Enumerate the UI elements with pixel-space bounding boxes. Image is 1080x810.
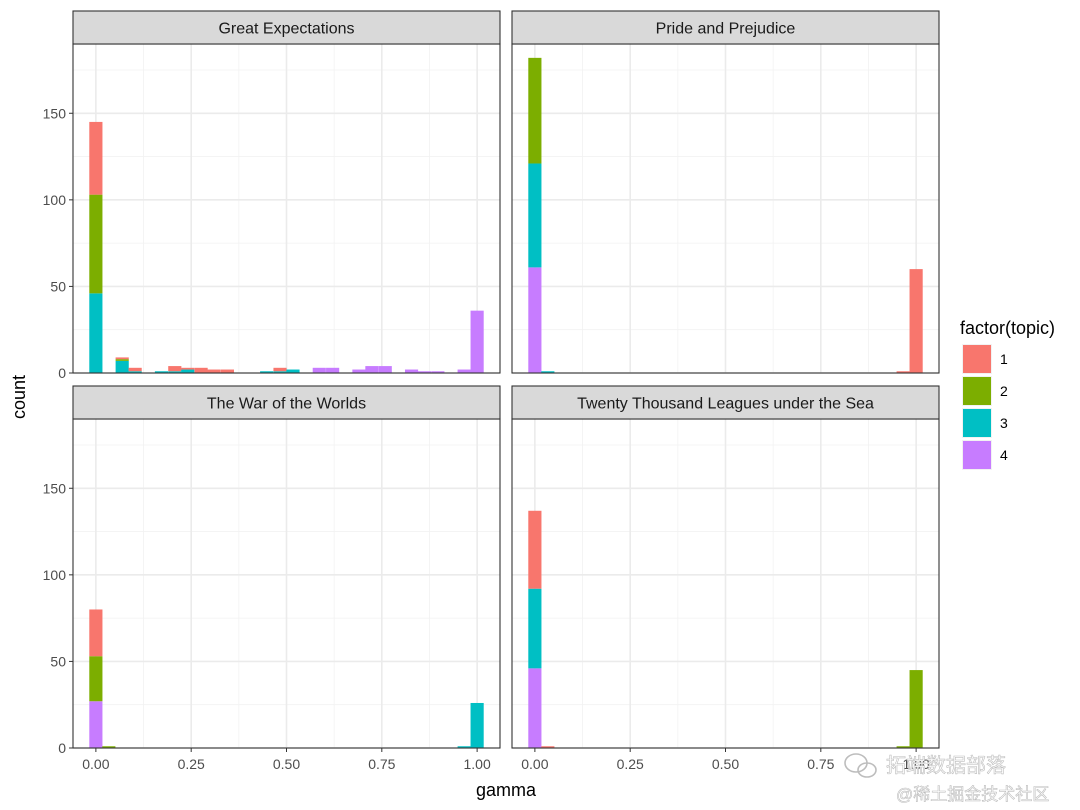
histogram-bar-topic-1 <box>909 269 923 373</box>
histogram-bar-topic-1 <box>128 367 142 372</box>
facet-panel: Twenty Thousand Leagues under the Sea 0.0… <box>511 385 940 772</box>
histogram-bar-topic-1 <box>89 609 103 657</box>
histogram-bar-topic-3 <box>154 371 169 373</box>
x-tick-label: 1.00 <box>464 756 491 772</box>
histogram-bar-topic-4 <box>404 369 419 373</box>
histogram-bar-topic-1 <box>181 367 195 370</box>
histogram-bar-topic-4 <box>457 369 471 373</box>
legend-key-topic-4 <box>963 441 991 469</box>
histogram-bar-topic-3 <box>260 371 274 373</box>
histogram-bar-topic-3 <box>541 371 555 373</box>
histogram-bar-topic-4 <box>431 371 445 373</box>
facet-panel: Pride and Prejudice <box>511 10 940 374</box>
legend-label: 1 <box>1000 351 1008 367</box>
histogram-bar-topic-4 <box>417 371 432 373</box>
histogram-bar-topic-4 <box>352 369 366 373</box>
facet-strip <box>511 385 940 420</box>
x-tick-label: 0.50 <box>273 756 300 772</box>
legend-label: 4 <box>1000 447 1008 463</box>
y-tick-label: 150 <box>43 480 67 496</box>
histogram-bar-topic-1 <box>896 371 910 373</box>
facet-title: Pride and Prejudice <box>656 21 796 38</box>
histogram-bar-topic-1 <box>528 510 542 589</box>
x-tick-label: 1.00 <box>903 756 930 772</box>
legend-key-topic-2 <box>963 377 991 405</box>
histogram-bar-topic-1 <box>207 369 221 373</box>
y-tick-label: 100 <box>43 567 67 583</box>
histogram-bar-topic-3 <box>128 371 142 373</box>
facet-title: Twenty Thousand Leagues under the Sea <box>577 396 874 413</box>
histogram-bar-topic-4 <box>528 267 542 373</box>
legend-title: factor(topic) <box>960 318 1055 338</box>
legend-label: 3 <box>1000 415 1008 431</box>
histogram-bar-topic-3 <box>457 746 471 748</box>
facet-title: The War of the Worlds <box>207 396 366 413</box>
y-tick-label: 50 <box>50 278 66 294</box>
histogram-bar-topic-3 <box>168 371 182 373</box>
y-tick-label: 0 <box>58 365 66 381</box>
histogram-bar-topic-2 <box>102 746 116 748</box>
histogram-bar-topic-3 <box>115 360 129 373</box>
watermark-line2: @稀土掘金技术社区 <box>896 785 1049 804</box>
histogram-bar-topic-4 <box>365 366 379 373</box>
wechat-icon <box>844 753 877 778</box>
legend-key-topic-1 <box>963 345 991 373</box>
watermark: 拓端数据部落 @稀土掘金技术社区 <box>844 753 1050 804</box>
histogram-bar-topic-1 <box>89 121 103 195</box>
histogram-bar-topic-4 <box>378 366 392 373</box>
facet-strip <box>72 10 501 45</box>
histogram-bar-topic-1 <box>194 367 208 373</box>
x-tick-label: 0.50 <box>712 756 739 772</box>
histogram-bar-topic-1 <box>168 366 182 372</box>
histogram-bar-topic-3 <box>528 163 542 268</box>
histogram-bar-topic-4 <box>326 367 340 373</box>
histogram-bar-topic-3 <box>470 702 484 748</box>
histogram-bar-topic-2 <box>896 746 910 748</box>
y-tick-label: 0 <box>58 740 66 756</box>
facet-strip <box>72 385 501 420</box>
histogram-bar-topic-2 <box>89 194 103 294</box>
facet-strip <box>511 10 940 45</box>
facet-panel: Great Expectations 0 50 100 150 <box>43 10 501 381</box>
x-tick-label: 0.75 <box>368 756 395 772</box>
histogram-bar-topic-3 <box>528 588 542 669</box>
y-tick-label: 50 <box>50 653 66 669</box>
shared-axes: gamma count <box>9 375 537 800</box>
x-tick-label: 0.25 <box>178 756 205 772</box>
x-tick-label: 0.00 <box>82 756 109 772</box>
y-tick-label: 150 <box>43 105 67 121</box>
x-tick-label: 0.75 <box>807 756 834 772</box>
legend-key-topic-3 <box>963 409 991 437</box>
histogram-bar-topic-1 <box>220 369 234 373</box>
x-tick-label: 0.25 <box>617 756 644 772</box>
y-axis-title: count <box>9 375 29 419</box>
watermark-line1: 拓端数据部落 <box>886 754 1006 777</box>
histogram-bar-topic-4 <box>528 668 542 748</box>
facet-panel: The War of the Worlds 0 50 100 150 0.00 0.25 0.… <box>43 385 501 772</box>
x-axis-title: gamma <box>476 780 537 800</box>
legend: factor(topic) 1 2 3 4 <box>960 318 1055 470</box>
x-tick-label: 0.00 <box>521 756 548 772</box>
histogram-bar-topic-3 <box>89 293 103 373</box>
histogram-bar-topic-4 <box>470 310 484 373</box>
histogram-bar-topic-3 <box>181 369 195 373</box>
facets-layer: Great Expectations 0 50 100 150 Pride and Pre… <box>43 10 940 772</box>
facet-title: Great Expectations <box>218 21 354 38</box>
histogram-bar-topic-1 <box>115 357 129 360</box>
y-tick-label: 100 <box>43 192 67 208</box>
histogram-bar-topic-4 <box>312 367 326 373</box>
histogram-bar-topic-2 <box>89 656 103 702</box>
legend-label: 2 <box>1000 383 1008 399</box>
histogram-bar-topic-1 <box>273 367 287 372</box>
histogram-bar-topic-1 <box>541 746 555 748</box>
histogram-bar-topic-2 <box>115 359 129 361</box>
histogram-bar-topic-3 <box>273 371 287 373</box>
histogram-bar-topic-3 <box>286 369 300 373</box>
histogram-bar-topic-2 <box>528 57 542 164</box>
histogram-bar-topic-4 <box>89 701 103 748</box>
histogram-bar-topic-2 <box>909 670 923 748</box>
